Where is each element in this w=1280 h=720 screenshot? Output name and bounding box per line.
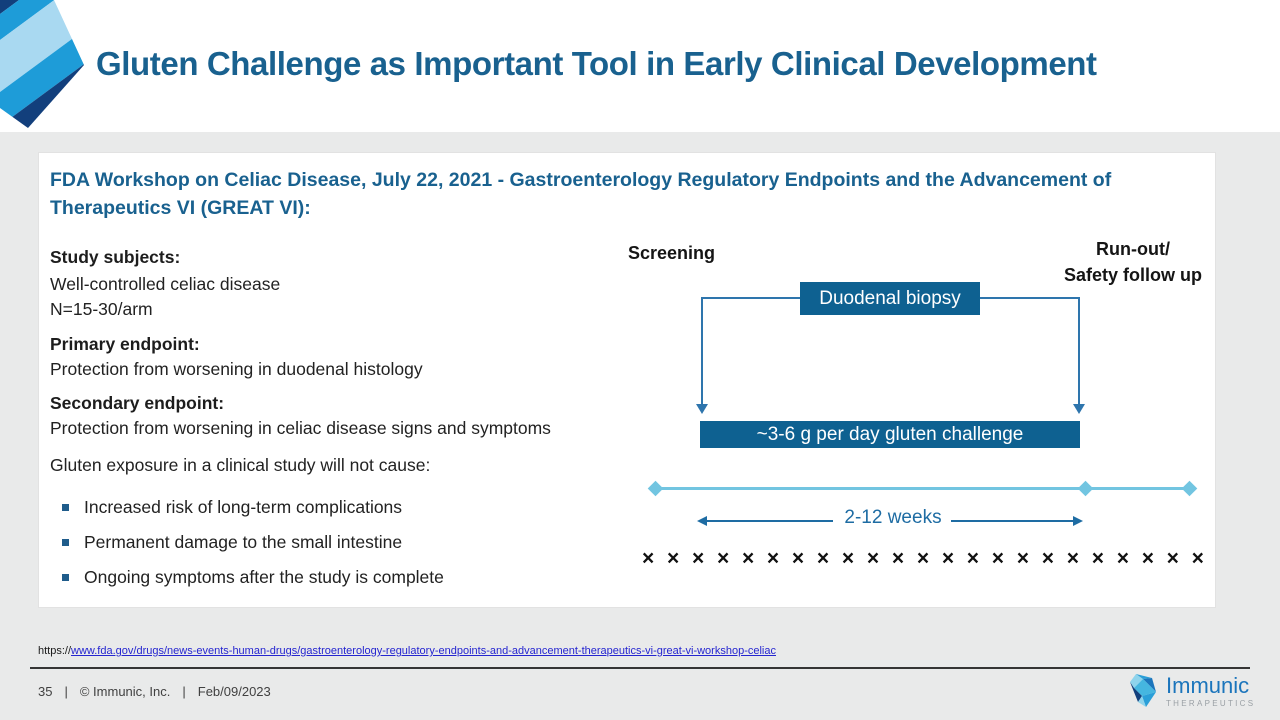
- footer-text: 35 | © Immunic, Inc. | Feb/09/2023: [38, 684, 271, 699]
- x-mark: ×: [966, 547, 980, 570]
- bullet-item: Ongoing symptoms after the study is comp…: [62, 567, 444, 588]
- brand-name: Immunic: [1166, 673, 1250, 698]
- x-mark: ×: [766, 547, 780, 570]
- x-mark: ×: [941, 547, 955, 570]
- square-bullet-icon: [62, 574, 69, 581]
- x-mark: ×: [1041, 547, 1055, 570]
- left-arrowhead-icon: [697, 516, 707, 526]
- study-subjects-line2: N=15-30/arm: [50, 299, 153, 319]
- card-heading: FDA Workshop on Celiac Disease, July 22,…: [50, 169, 1112, 219]
- content-card: [38, 152, 1216, 608]
- footer-copyright: © Immunic, Inc.: [79, 684, 171, 699]
- primary-endpoint-label: Primary endpoint:: [50, 334, 200, 354]
- footer-separator: [30, 667, 1250, 669]
- immunic-logo-gem-icon: [1130, 674, 1156, 707]
- bullet-text: Increased risk of long-term complication…: [84, 497, 403, 517]
- primary-endpoint-text: Protection from worsening in duodenal hi…: [50, 359, 423, 379]
- study-subjects-label: Study subjects:: [50, 247, 181, 267]
- x-mark: ×: [1166, 547, 1179, 570]
- gluten-x-marks-row: × × × × × × × × × × × × × × × × × × × × × × ×: [642, 546, 1204, 572]
- study-subjects-line1: Well-controlled celiac disease: [50, 274, 281, 294]
- timeline-line: [655, 487, 1190, 490]
- bullet-item: Permanent damage to the small intestine: [62, 532, 402, 553]
- x-mark: ×: [642, 547, 655, 570]
- x-mark: ×: [866, 547, 880, 570]
- footer-date: Feb/09/2023: [197, 684, 271, 699]
- footer-pipe: |: [182, 684, 186, 699]
- duration-arrow-line-right: [951, 520, 1080, 522]
- x-mark: ×: [1141, 547, 1154, 570]
- down-arrow-icon: [696, 404, 708, 414]
- source-line: https://www.fda.gov/drugs/news-events-hu…: [38, 645, 776, 657]
- bullet-text: Permanent damage to the small intestine: [84, 532, 403, 552]
- runout-label: Run-out/ Safety follow up: [1058, 236, 1208, 288]
- x-mark: ×: [791, 547, 805, 570]
- connector-line-right-horizontal: [980, 297, 1079, 299]
- bullet-item: Increased risk of long-term complication…: [62, 497, 402, 518]
- page-number: 35: [38, 684, 53, 699]
- x-mark: ×: [1016, 547, 1030, 570]
- connector-line-right-vertical: [1078, 297, 1080, 405]
- x-mark: ×: [841, 547, 855, 570]
- connector-line-left-vertical: [701, 297, 703, 405]
- secondary-endpoint-text: Protection from worsening in celiac dise…: [50, 418, 551, 438]
- x-mark: ×: [691, 547, 705, 570]
- exposure-intro: Gluten exposure in a clinical study will…: [50, 455, 431, 475]
- slide-corner-gem-icon: [0, 0, 84, 128]
- connector-line-left-horizontal: [702, 297, 800, 299]
- runout-label-line2: Safety follow up: [1063, 265, 1202, 285]
- duration-arrow-line-left: [704, 520, 833, 522]
- x-mark: ×: [891, 547, 905, 570]
- x-mark: ×: [666, 547, 680, 570]
- x-mark: ×: [991, 547, 1005, 570]
- immunic-logo: Immunic THERAPEUTICS: [1128, 674, 1255, 708]
- secondary-endpoint-label: Secondary endpoint:: [50, 393, 225, 413]
- down-arrow-icon: [1073, 404, 1085, 414]
- x-mark: ×: [816, 547, 830, 570]
- x-mark: ×: [1191, 547, 1204, 570]
- duration-label: 2-12 weeks: [844, 507, 942, 528]
- source-link[interactable]: www.fda.gov/drugs/news-events-human-drug…: [71, 645, 776, 657]
- page-title: Gluten Challenge as Important Tool in Ea…: [96, 45, 1097, 82]
- x-mark: ×: [741, 547, 755, 570]
- footer-pipe: |: [64, 684, 68, 699]
- x-mark: ×: [916, 547, 930, 570]
- x-mark: ×: [716, 547, 730, 570]
- runout-label-line1: Run-out/: [1096, 239, 1170, 259]
- brand-subtitle: THERAPEUTICS: [1166, 699, 1256, 708]
- x-mark: ×: [1116, 547, 1129, 570]
- square-bullet-icon: [62, 539, 69, 546]
- duodenal-biopsy-box: Duodenal biopsy: [800, 282, 980, 315]
- screening-label: Screening: [628, 243, 716, 263]
- x-mark: ×: [1066, 547, 1079, 570]
- gluten-challenge-bar: ~3-6 g per day gluten challenge: [700, 421, 1080, 448]
- bullet-text: Ongoing symptoms after the study is comp…: [84, 567, 444, 587]
- right-arrowhead-icon: [1073, 516, 1083, 526]
- source-prefix: https://: [38, 645, 72, 657]
- square-bullet-icon: [62, 504, 69, 511]
- x-mark: ×: [1091, 547, 1104, 570]
